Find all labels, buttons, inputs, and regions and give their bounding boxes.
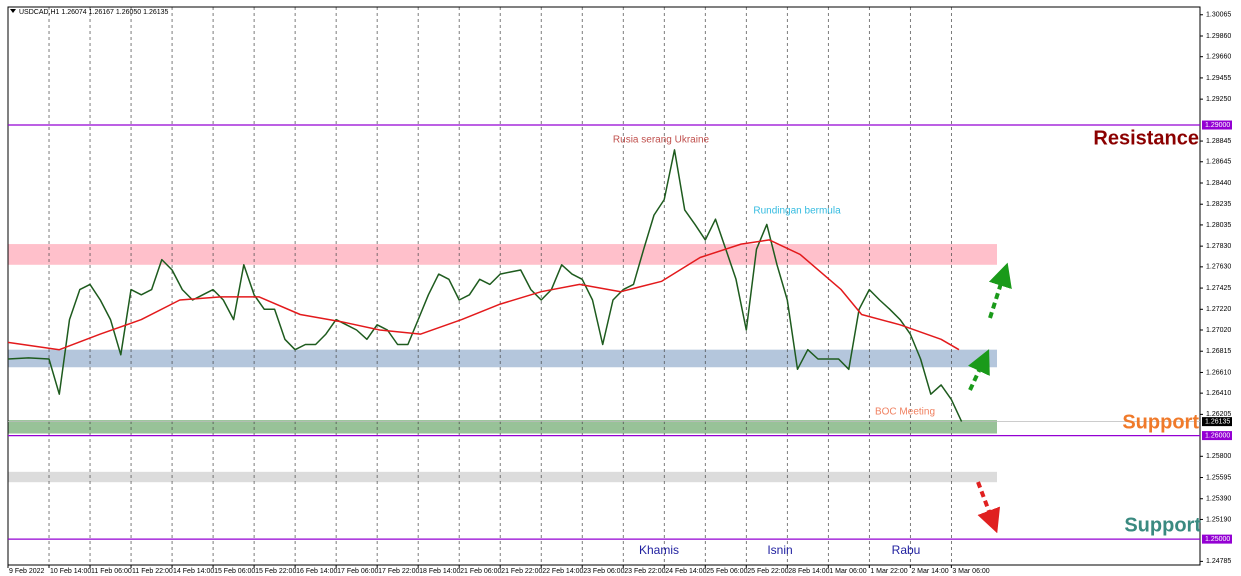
y-tick-label: 1.25800 bbox=[1206, 453, 1231, 460]
x-tick-label: 15 Feb 06:00 bbox=[214, 568, 255, 575]
y-tick-label: 1.25595 bbox=[1206, 474, 1231, 481]
day-label: Rabu bbox=[892, 543, 921, 557]
x-tick-label: 17 Feb 06:00 bbox=[337, 568, 378, 575]
resistance-label: Resistance bbox=[1093, 127, 1199, 149]
y-tick-label: 1.28845 bbox=[1206, 138, 1231, 145]
x-tick-label: 21 Feb 22:00 bbox=[501, 568, 542, 575]
annotation: BOC Meeting bbox=[875, 407, 935, 418]
x-tick-label: 28 Feb 14:00 bbox=[788, 568, 829, 575]
y-tick-label: 1.28035 bbox=[1206, 222, 1231, 229]
x-tick-label: 14 Feb 14:00 bbox=[173, 568, 214, 575]
y-tick-label: 1.30065 bbox=[1206, 12, 1231, 19]
x-tick-label: 9 Feb 2022 bbox=[9, 568, 45, 575]
price-box bbox=[1202, 417, 1232, 427]
x-tick-label: 1 Mar 22:00 bbox=[870, 568, 907, 575]
x-tick-label: 1 Mar 06:00 bbox=[829, 568, 866, 575]
x-tick-label: 3 Mar 06:00 bbox=[952, 568, 989, 575]
y-tick-label: 1.29660 bbox=[1206, 54, 1231, 61]
y-tick-label: 1.28235 bbox=[1206, 201, 1231, 208]
support-label: Support bbox=[1124, 514, 1201, 536]
y-tick-label: 1.26815 bbox=[1206, 348, 1231, 355]
x-tick-label: 23 Feb 22:00 bbox=[624, 568, 665, 575]
zone bbox=[8, 349, 997, 368]
level-box bbox=[1202, 120, 1232, 130]
x-tick-label: 10 Feb 14:00 bbox=[50, 568, 91, 575]
price-line-series bbox=[7, 149, 963, 422]
level-label: 1.26000 bbox=[1205, 432, 1230, 439]
y-tick-label: 1.29860 bbox=[1206, 33, 1231, 40]
y-tick-label: 1.25190 bbox=[1206, 516, 1231, 523]
support-label: Support bbox=[1122, 411, 1199, 433]
y-tick-label: 1.28440 bbox=[1206, 180, 1231, 187]
plot-frame bbox=[7, 6, 1201, 566]
day-label: Isnin bbox=[767, 543, 792, 557]
y-tick-label: 1.26610 bbox=[1206, 369, 1231, 376]
level-box bbox=[1202, 534, 1232, 544]
y-tick-label: 1.24785 bbox=[1206, 558, 1231, 565]
y-tick-label: 1.27425 bbox=[1206, 285, 1231, 292]
x-tick-label: 24 Feb 14:00 bbox=[665, 568, 706, 575]
x-tick-label: 11 Feb 22:00 bbox=[132, 568, 173, 575]
y-tick-label: 1.27220 bbox=[1206, 306, 1231, 313]
x-tick-label: 18 Feb 14:00 bbox=[419, 568, 460, 575]
y-tick-label: 1.28645 bbox=[1206, 159, 1231, 166]
arrow-down bbox=[976, 481, 1001, 534]
day-label: Khamis bbox=[639, 543, 679, 557]
arrow-up bbox=[968, 349, 990, 391]
level-label: 1.29000 bbox=[1205, 122, 1230, 129]
annotation: Rundingan bermula bbox=[753, 206, 841, 217]
zone bbox=[8, 420, 997, 434]
symbol-header: USDCAD,H1 1.26074 1.26167 1.26050 1.2613… bbox=[19, 9, 169, 16]
y-tick-label: 1.27630 bbox=[1206, 264, 1231, 271]
x-tick-label: 2 Mar 14:00 bbox=[911, 568, 948, 575]
x-tick-label: 23 Feb 06:00 bbox=[583, 568, 624, 575]
y-tick-label: 1.29455 bbox=[1206, 75, 1231, 82]
y-tick-label: 1.26205 bbox=[1206, 411, 1231, 418]
x-tick-label: 25 Feb 06:00 bbox=[706, 568, 747, 575]
level-label: 1.25000 bbox=[1205, 536, 1230, 543]
y-tick-label: 1.27020 bbox=[1206, 327, 1231, 334]
x-tick-label: 17 Feb 22:00 bbox=[378, 568, 419, 575]
y-tick-label: 1.27830 bbox=[1206, 243, 1231, 250]
menu-icon bbox=[10, 9, 16, 13]
price-line-series bbox=[7, 239, 960, 351]
x-tick-label: 15 Feb 22:00 bbox=[255, 568, 296, 575]
annotation: Rusia serang Ukraine bbox=[613, 135, 710, 146]
price-label: 1.26135 bbox=[1205, 418, 1230, 425]
x-tick-label: 16 Feb 14:00 bbox=[296, 568, 337, 575]
y-tick-label: 1.29250 bbox=[1206, 96, 1231, 103]
y-tick-label: 1.25390 bbox=[1206, 496, 1231, 503]
x-tick-label: 22 Feb 14:00 bbox=[542, 568, 583, 575]
x-tick-label: 21 Feb 06:00 bbox=[460, 568, 501, 575]
zone bbox=[8, 471, 997, 483]
level-box bbox=[1202, 431, 1232, 441]
arrow-up bbox=[988, 262, 1012, 319]
zone bbox=[8, 244, 997, 265]
y-tick-label: 1.26410 bbox=[1206, 390, 1231, 397]
x-tick-label: 25 Feb 22:00 bbox=[747, 568, 788, 575]
x-tick-label: 11 Feb 06:00 bbox=[91, 568, 132, 575]
